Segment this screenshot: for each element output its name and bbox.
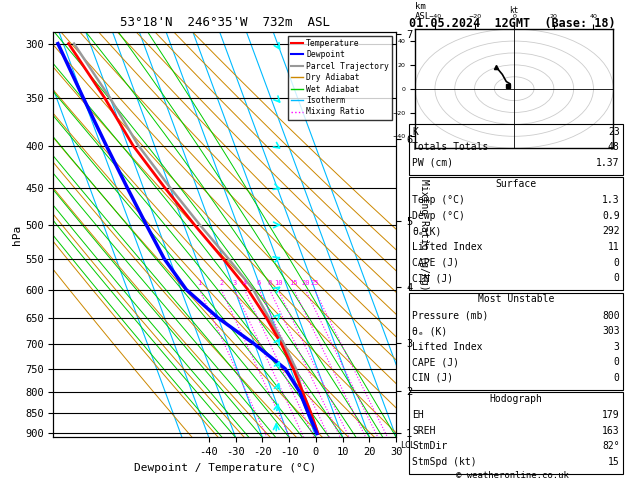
Text: Hodograph: Hodograph [489, 394, 542, 404]
Text: K: K [412, 127, 418, 137]
Text: 800: 800 [602, 311, 620, 321]
Text: PW (cm): PW (cm) [412, 158, 453, 168]
Text: 10: 10 [274, 279, 282, 286]
Text: 292: 292 [602, 226, 620, 237]
Text: 20: 20 [301, 279, 309, 286]
Text: Pressure (mb): Pressure (mb) [412, 311, 488, 321]
Text: CIN (J): CIN (J) [412, 273, 453, 283]
Text: 15: 15 [289, 279, 298, 286]
Text: 2: 2 [219, 279, 223, 286]
Text: CIN (J): CIN (J) [412, 373, 453, 383]
Title: 53°18'N  246°35'W  732m  ASL: 53°18'N 246°35'W 732m ASL [120, 16, 330, 29]
Text: Dewp (°C): Dewp (°C) [412, 211, 465, 221]
Text: 0: 0 [614, 273, 620, 283]
Text: 1: 1 [198, 279, 202, 286]
Text: LCL: LCL [399, 441, 415, 451]
Text: StmDir: StmDir [412, 441, 447, 451]
Legend: Temperature, Dewpoint, Parcel Trajectory, Dry Adiabat, Wet Adiabat, Isotherm, Mi: Temperature, Dewpoint, Parcel Trajectory… [287, 35, 392, 120]
Text: Lifted Index: Lifted Index [412, 242, 482, 252]
Text: 48: 48 [608, 142, 620, 153]
X-axis label: Dewpoint / Temperature (°C): Dewpoint / Temperature (°C) [134, 463, 316, 473]
Text: 1.37: 1.37 [596, 158, 620, 168]
Text: 11: 11 [608, 242, 620, 252]
Text: 6: 6 [257, 279, 261, 286]
Text: 4: 4 [242, 279, 247, 286]
X-axis label: kt: kt [509, 6, 519, 15]
Text: 303: 303 [602, 326, 620, 336]
Text: 23: 23 [608, 127, 620, 137]
Text: Lifted Index: Lifted Index [412, 342, 482, 352]
Text: 163: 163 [602, 426, 620, 436]
Y-axis label: Mixing Ratio (g/kg): Mixing Ratio (g/kg) [419, 179, 429, 290]
Text: Temp (°C): Temp (°C) [412, 195, 465, 206]
Y-axis label: hPa: hPa [12, 225, 22, 244]
Text: 0: 0 [614, 357, 620, 367]
Text: CAPE (J): CAPE (J) [412, 357, 459, 367]
Text: SREH: SREH [412, 426, 435, 436]
Text: 82°: 82° [602, 441, 620, 451]
Text: 3: 3 [233, 279, 237, 286]
Text: © weatheronline.co.uk: © weatheronline.co.uk [456, 471, 569, 480]
Text: 8: 8 [267, 279, 272, 286]
Text: 179: 179 [602, 410, 620, 420]
Text: CAPE (J): CAPE (J) [412, 258, 459, 268]
Text: 1.3: 1.3 [602, 195, 620, 206]
Text: km
ASL: km ASL [415, 2, 431, 21]
Text: θₑ (K): θₑ (K) [412, 326, 447, 336]
Text: Totals Totals: Totals Totals [412, 142, 488, 153]
Text: 0: 0 [614, 373, 620, 383]
Text: 01.05.2024  12GMT  (Base: 18): 01.05.2024 12GMT (Base: 18) [409, 17, 616, 30]
Text: Most Unstable: Most Unstable [477, 294, 554, 304]
Text: Surface: Surface [495, 179, 537, 189]
Text: 0.9: 0.9 [602, 211, 620, 221]
Text: EH: EH [412, 410, 424, 420]
Text: 15: 15 [608, 457, 620, 467]
Text: StmSpd (kt): StmSpd (kt) [412, 457, 477, 467]
Text: 25: 25 [310, 279, 319, 286]
Text: 0: 0 [614, 258, 620, 268]
Text: θₑ(K): θₑ(K) [412, 226, 442, 237]
Text: 3: 3 [614, 342, 620, 352]
